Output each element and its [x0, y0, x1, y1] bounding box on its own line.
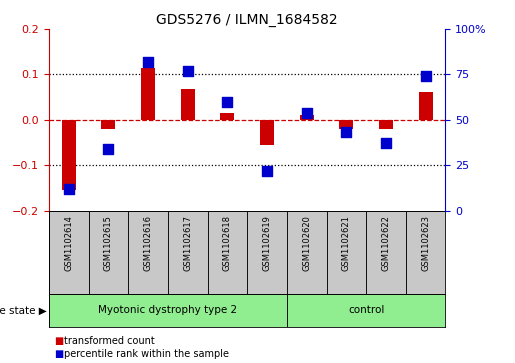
Text: GSM1102623: GSM1102623 [421, 215, 430, 271]
Bar [300, 115, 314, 120]
Bar [287, 211, 327, 294]
Bar [327, 211, 366, 294]
Bar [220, 113, 234, 120]
Text: GSM1102619: GSM1102619 [263, 215, 271, 270]
Bar [366, 211, 406, 294]
Bar [247, 211, 287, 294]
Bar [49, 211, 89, 294]
Bar [49, 294, 287, 327]
Text: transformed count: transformed count [64, 336, 155, 346]
Title: GDS5276 / ILMN_1684582: GDS5276 / ILMN_1684582 [157, 13, 338, 26]
Point [104, 146, 112, 152]
Bar [89, 211, 128, 294]
Bar [419, 92, 433, 120]
Text: GSM1102620: GSM1102620 [302, 215, 311, 270]
Bar [101, 120, 115, 129]
Point [183, 68, 192, 74]
Text: GSM1102618: GSM1102618 [223, 215, 232, 271]
Bar [141, 68, 155, 120]
Bar [208, 211, 247, 294]
Point [263, 168, 271, 174]
Text: GSM1102621: GSM1102621 [342, 215, 351, 270]
Text: ■: ■ [54, 349, 63, 359]
Bar [62, 120, 76, 190]
Point [382, 140, 390, 146]
Bar [181, 89, 195, 120]
Text: GSM1102617: GSM1102617 [183, 215, 192, 271]
Text: GSM1102615: GSM1102615 [104, 215, 113, 270]
Text: disease state ▶: disease state ▶ [0, 305, 46, 315]
Text: GSM1102616: GSM1102616 [144, 215, 152, 271]
Point [224, 99, 232, 105]
Bar [260, 120, 274, 145]
Text: GSM1102622: GSM1102622 [382, 215, 390, 270]
Text: control: control [348, 305, 384, 315]
Point [421, 73, 430, 79]
Text: GSM1102614: GSM1102614 [64, 215, 73, 270]
Point [303, 110, 311, 115]
Point [342, 130, 350, 135]
Bar [379, 120, 393, 129]
Bar [406, 211, 445, 294]
Bar [128, 211, 168, 294]
Text: ■: ■ [54, 336, 63, 346]
Text: percentile rank within the sample: percentile rank within the sample [64, 349, 229, 359]
Bar [287, 294, 445, 327]
Bar [168, 211, 208, 294]
Text: Myotonic dystrophy type 2: Myotonic dystrophy type 2 [98, 305, 237, 315]
Point [64, 186, 73, 192]
Bar [339, 120, 353, 129]
Point [144, 59, 152, 65]
